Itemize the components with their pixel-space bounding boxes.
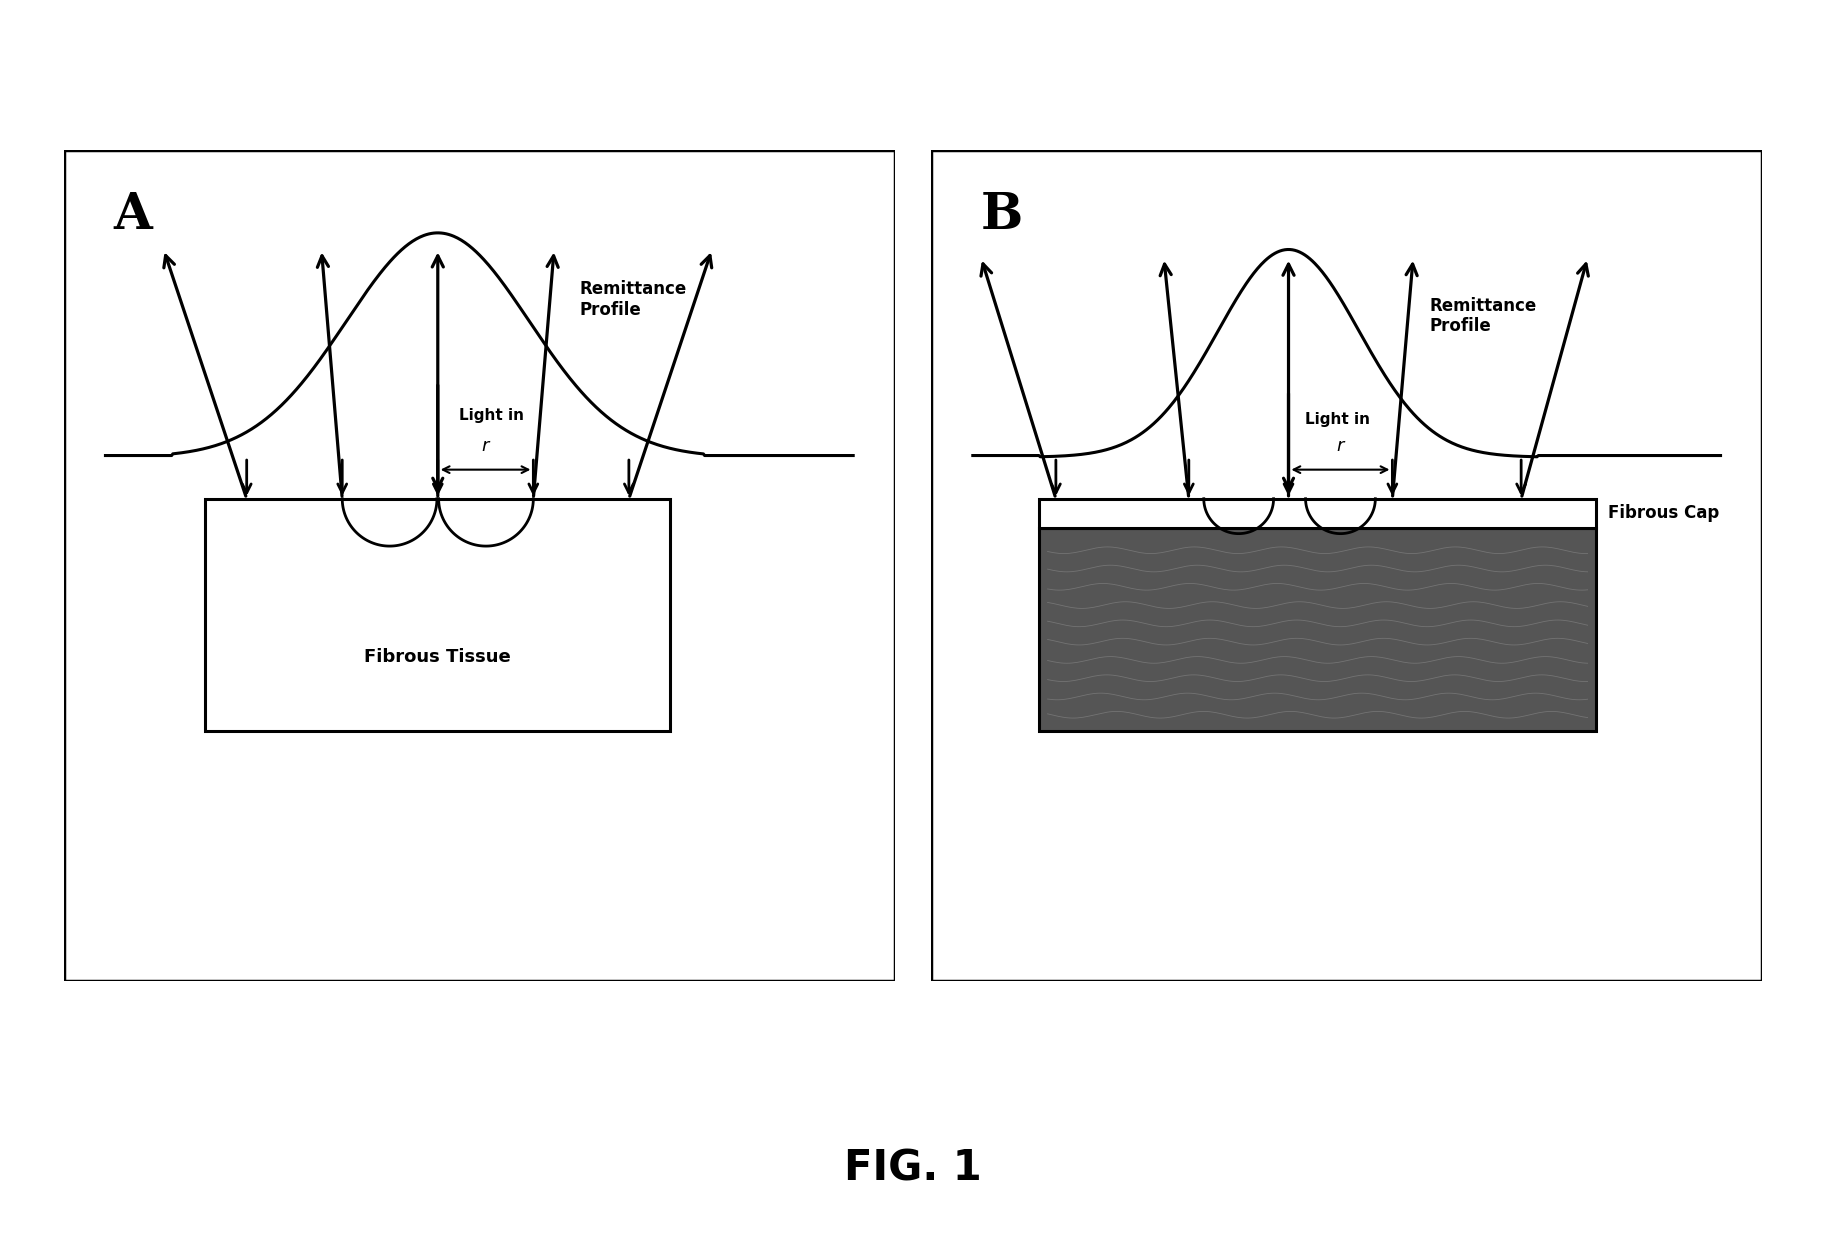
Text: Remittance
Profile: Remittance Profile xyxy=(1430,296,1537,335)
Text: Fibrous Tissue: Fibrous Tissue xyxy=(365,648,511,666)
Text: Fibrous Cap: Fibrous Cap xyxy=(1609,504,1720,522)
Text: B: B xyxy=(981,191,1023,240)
Text: FIG. 1: FIG. 1 xyxy=(844,1147,982,1189)
Text: r: r xyxy=(482,437,489,455)
Text: Light in: Light in xyxy=(1306,412,1370,427)
Text: A: A xyxy=(113,191,153,240)
Text: Remittance
Profile: Remittance Profile xyxy=(579,280,687,319)
Bar xyxy=(1039,499,1596,528)
Bar xyxy=(205,499,670,731)
Text: r: r xyxy=(1337,437,1344,455)
Text: Light in: Light in xyxy=(458,408,524,423)
Bar xyxy=(1039,528,1596,731)
